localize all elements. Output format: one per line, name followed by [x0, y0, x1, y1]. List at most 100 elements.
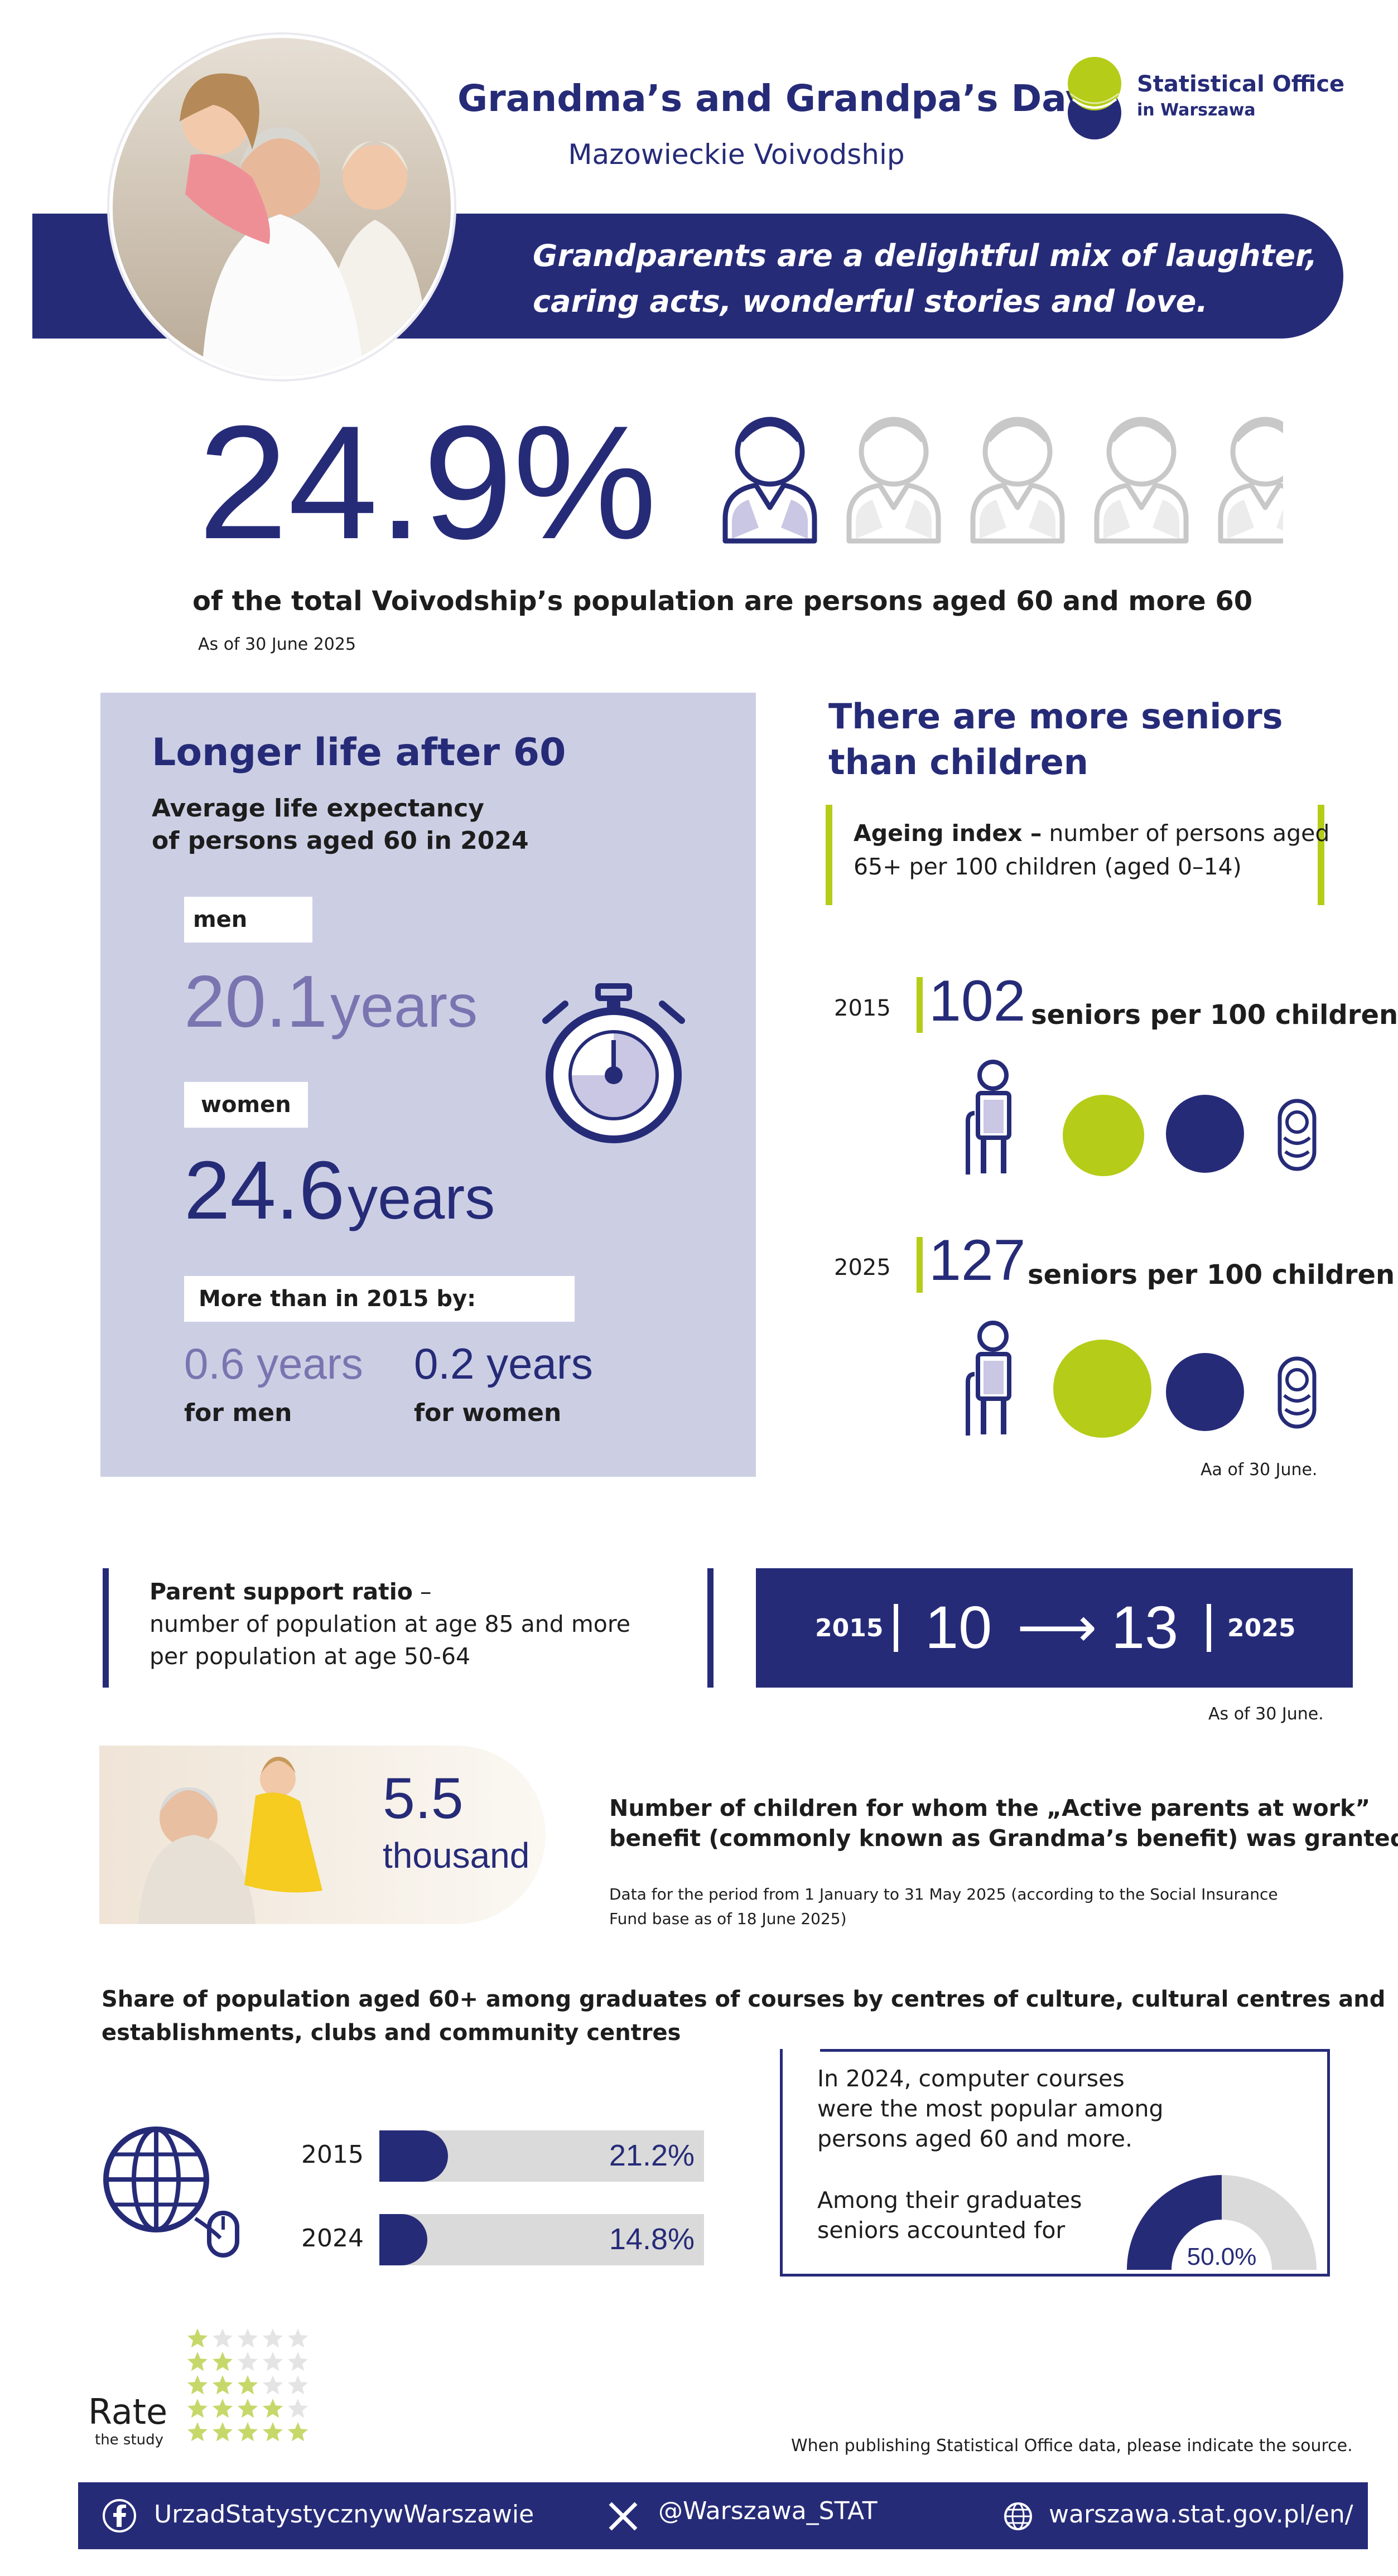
star-filled[interactable] — [187, 2352, 208, 2371]
ageing-year-2025: 2025 — [834, 1255, 891, 1280]
support-trend-panel: 2015 10 ⟶ 13 2025 — [756, 1568, 1353, 1688]
ageing-divider-2025 — [917, 1237, 923, 1293]
star-empty[interactable] — [212, 2328, 233, 2348]
life-heading: Longer life after 60 — [152, 731, 566, 775]
star-filled[interactable] — [212, 2375, 233, 2395]
star-filled[interactable] — [187, 2422, 208, 2442]
logo-line-2: in Warszawa — [1137, 100, 1256, 120]
courses-bar-track-2024 — [379, 2214, 704, 2265]
person-icon — [970, 417, 1065, 544]
star-filled[interactable] — [262, 2422, 283, 2442]
person-icon — [846, 417, 941, 544]
website-link[interactable]: warszawa.stat.gov.pl/en/ — [1049, 2500, 1353, 2529]
ageing-value-2015: 102 — [929, 969, 1026, 1033]
ageing-definition-term: Ageing index – — [854, 820, 1042, 847]
donut-gauge — [1121, 2169, 1322, 2270]
star-empty[interactable] — [287, 2352, 308, 2371]
person-icon-highlighted — [722, 417, 817, 544]
population-caption: of the total Voivodship’s population are… — [192, 586, 1253, 617]
benefit-title-line-2: benefit (commonly known as Grandma’s ben… — [609, 1825, 1398, 1852]
life-subheading-line-2: of persons aged 60 in 2024 — [152, 827, 529, 855]
ageing-def-bar-left — [826, 805, 832, 905]
support-year-to: 2025 — [1227, 1614, 1296, 1642]
benefit-photo — [99, 1746, 546, 1924]
star-filled[interactable] — [287, 2422, 308, 2442]
footer-bar: UrzadStatystycznywWarszawie @Warszawa_ST… — [78, 2482, 1368, 2549]
star-empty[interactable] — [237, 2328, 258, 2348]
page-subtitle: Mazowieckie Voivodship — [568, 138, 905, 171]
rating-label[interactable]: Rate — [88, 2391, 168, 2432]
x-link[interactable]: @Warszawa_STAT — [658, 2497, 878, 2525]
women-difference: 0.2 years — [414, 1339, 593, 1388]
courses-bar-track-2015 — [379, 2130, 704, 2182]
benefit-value: 5.5 — [383, 1766, 464, 1831]
facebook-link[interactable]: UrzadStatystycznywWarszawie — [154, 2500, 534, 2529]
star-empty[interactable] — [237, 2352, 258, 2371]
support-desc-line-2: per population at age 50-64 — [150, 1643, 471, 1670]
ageing-date-note: Aa of 30 June. — [1201, 1460, 1318, 1480]
box-line-1: In 2024, computer courses — [817, 2065, 1125, 2092]
star-empty[interactable] — [262, 2375, 283, 2395]
person-icon-group — [722, 417, 1313, 544]
courses-bar-fill-2015 — [379, 2130, 449, 2182]
star-filled[interactable] — [187, 2375, 208, 2395]
star-filled[interactable] — [212, 2422, 233, 2442]
computer-courses-box-top — [820, 2049, 1330, 2052]
support-arrow: ⟶ — [1017, 1596, 1097, 1659]
x-icon[interactable] — [608, 2501, 638, 2531]
support-bar-right — [707, 1568, 714, 1688]
men-unit: years — [330, 972, 478, 1040]
star-empty[interactable] — [262, 2352, 283, 2371]
life-subheading-line-1: Average life expectancy — [152, 794, 484, 823]
box-line-5: seniors accounted for — [817, 2217, 1066, 2244]
benefit-title-line-1: Number of children for whom the „Active … — [609, 1795, 1371, 1821]
globe-icon[interactable] — [1003, 2501, 1033, 2531]
star-filled[interactable] — [237, 2399, 258, 2418]
support-year-from: 2015 — [815, 1614, 884, 1642]
seniors-circle-2015 — [1063, 1095, 1144, 1176]
star-empty[interactable] — [287, 2328, 308, 2348]
box-line-3: persons aged 60 and more. — [817, 2125, 1132, 2152]
courses-bar-year-2024: 2024 — [301, 2224, 364, 2253]
rating-stars-graphic[interactable] — [185, 2327, 311, 2446]
men-difference: 0.6 years — [184, 1339, 363, 1388]
courses-bar-label-2024: 14.8% — [609, 2222, 695, 2256]
senior-icon — [957, 1060, 1024, 1177]
computer-courses-box — [780, 2049, 1330, 2277]
star-filled[interactable] — [237, 2375, 258, 2395]
baby-icon — [1278, 1099, 1317, 1171]
facebook-icon[interactable] — [102, 2498, 137, 2534]
star-filled[interactable] — [187, 2328, 208, 2348]
benefit-unit: thousand — [383, 1835, 530, 1876]
star-filled[interactable] — [212, 2399, 233, 2418]
courses-bar-year-2015: 2015 — [301, 2140, 364, 2169]
more-than-2015-box: More than in 2015 by: — [184, 1276, 575, 1322]
men-life-expectancy: 20.1 years — [184, 959, 478, 1043]
banner-quote-line-2: caring acts, wonderful stories and love. — [533, 284, 1208, 319]
star-filled[interactable] — [262, 2399, 283, 2418]
men-label-box: men — [184, 897, 312, 943]
population-share-icons — [714, 407, 1313, 547]
seniors-circle-2025 — [1053, 1340, 1151, 1438]
star-filled[interactable] — [212, 2352, 233, 2371]
star-empty[interactable] — [287, 2399, 308, 2418]
banner-quote-line-1: Grandparents are a delightful mix of lau… — [533, 238, 1318, 273]
support-title-dash: – — [412, 1578, 432, 1605]
senior-icon — [957, 1321, 1024, 1438]
stopwatch-icon — [530, 982, 697, 1143]
person-icon — [1218, 417, 1313, 544]
support-date-note: As of 30 June. — [1208, 1704, 1324, 1724]
star-empty[interactable] — [262, 2328, 283, 2348]
rating-stars[interactable] — [185, 2327, 311, 2446]
population-percent: 24.9% — [198, 392, 657, 573]
women-value: 24.6 — [184, 1144, 345, 1236]
star-empty[interactable] — [287, 2375, 308, 2395]
rating-sublabel: the study — [95, 2432, 164, 2448]
star-filled[interactable] — [237, 2422, 258, 2442]
support-title: Parent support ratio — [150, 1578, 413, 1605]
person-icon — [1094, 417, 1189, 544]
support-bar-left — [103, 1568, 109, 1688]
logo-line-1: Statistical Office — [1137, 71, 1345, 97]
support-title-line: Parent support ratio – — [150, 1578, 432, 1605]
star-filled[interactable] — [187, 2399, 208, 2418]
